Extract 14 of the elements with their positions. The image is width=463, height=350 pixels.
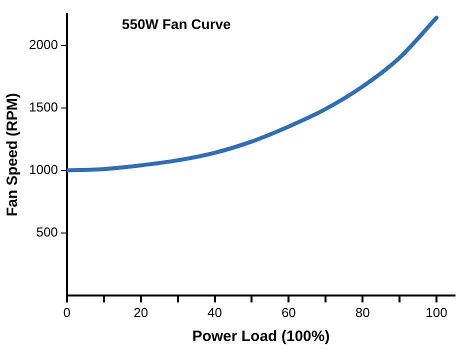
y-tick-label: 1500 <box>29 99 58 114</box>
y-tick-label: 500 <box>36 224 58 240</box>
x-tick-label: 80 <box>355 304 370 320</box>
x-tick-label: 0 <box>63 304 71 320</box>
line-series <box>66 16 439 172</box>
y-tick-label: 1000 <box>29 162 58 177</box>
x-tick-label: 100 <box>426 304 448 320</box>
x-axis-title: Power Load (100%) <box>192 328 330 346</box>
x-tick-label: 20 <box>134 304 148 320</box>
x-tick-label: 60 <box>281 304 296 320</box>
chart-title: 550W Fan Curve <box>122 16 232 32</box>
y-tick-label: 2000 <box>29 36 58 52</box>
x-tick-label: 40 <box>208 304 222 320</box>
y-axis-title: Fan Speed (RPM) <box>4 93 22 216</box>
